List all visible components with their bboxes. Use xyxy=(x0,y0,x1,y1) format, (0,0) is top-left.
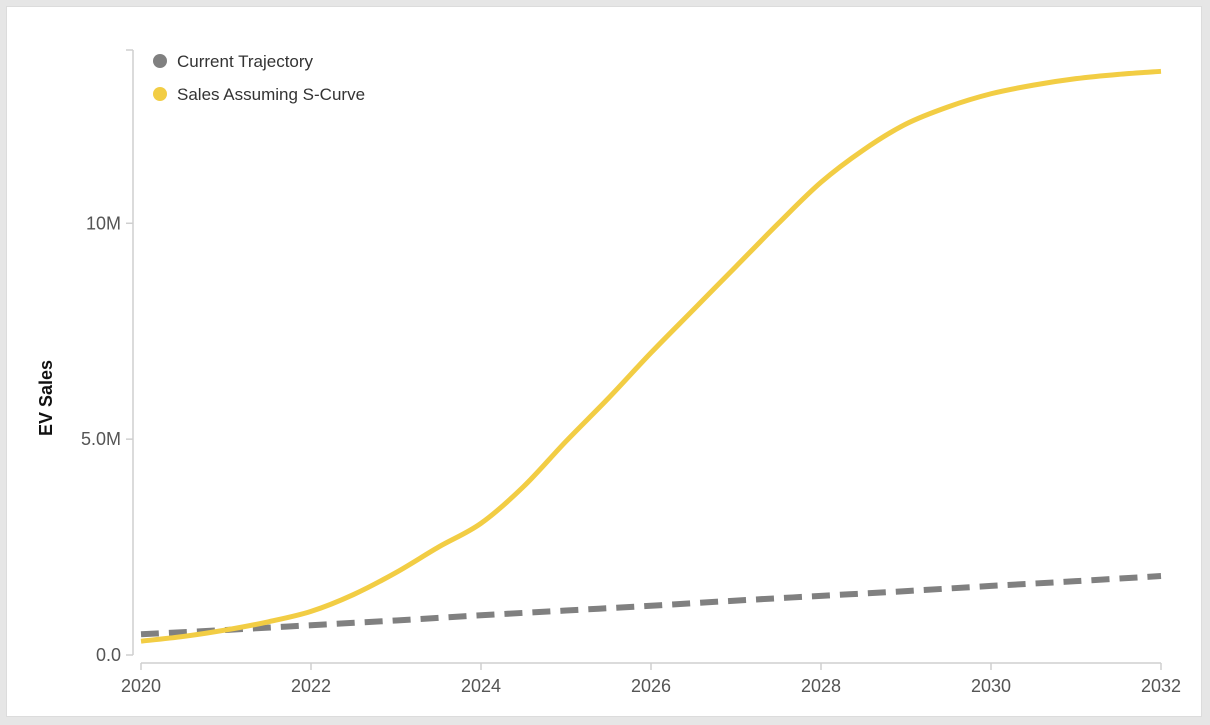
legend: Current Trajectory Sales Assuming S-Curve xyxy=(153,52,365,104)
x-tick-label: 2026 xyxy=(631,676,671,696)
y-tick-label: 10M xyxy=(86,213,121,233)
series-layer xyxy=(140,68,1162,644)
x-tick-label: 2028 xyxy=(801,676,841,696)
x-tick-label: 2032 xyxy=(1141,676,1181,696)
chart-frame xyxy=(6,6,1202,717)
x-axis: 2020 2022 2024 2026 2028 2030 2032 xyxy=(121,662,1181,696)
legend-label: Sales Assuming S-Curve xyxy=(177,85,365,104)
x-tick-label: 2030 xyxy=(971,676,1011,696)
y-axis-title: EV Sales xyxy=(36,360,56,436)
legend-label: Current Trajectory xyxy=(177,52,314,71)
x-tick-label: 2024 xyxy=(461,676,501,696)
series-line-current-trajectory xyxy=(140,573,1162,638)
x-tick-label: 2022 xyxy=(291,676,331,696)
y-tick-label: 5.0M xyxy=(81,429,121,449)
x-tick-label: 2020 xyxy=(121,676,161,696)
series-line-s-curve xyxy=(140,68,1162,644)
legend-marker xyxy=(153,87,167,101)
y-tick-label: 0.0 xyxy=(96,645,121,665)
legend-marker xyxy=(153,54,167,68)
y-axis: 0.0 5.0M 10M xyxy=(81,49,134,665)
